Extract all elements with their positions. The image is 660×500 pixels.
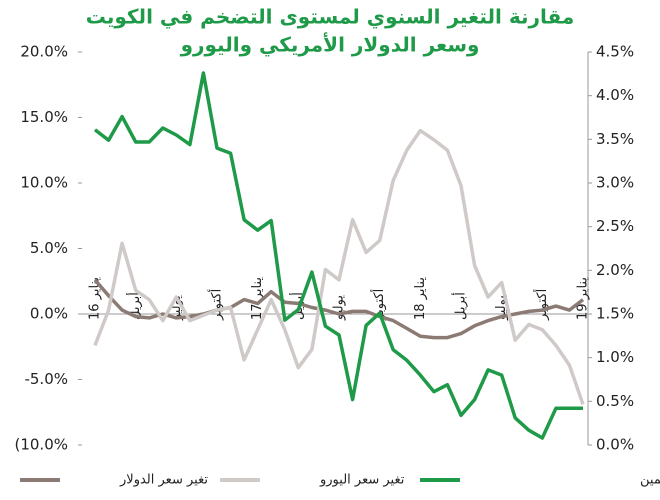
legend-label: مستوى التضخم - يمين bbox=[640, 473, 660, 488]
y2-tick-label: 1.5% bbox=[596, 305, 634, 323]
series-line bbox=[93, 128, 585, 405]
x-tick-label: يوليو bbox=[332, 295, 347, 321]
series-line bbox=[93, 71, 583, 440]
y2-tick-label: 0.0% bbox=[596, 436, 634, 454]
x-tick-label: أكتوبر bbox=[208, 289, 225, 321]
y-tick-label: 0.0% bbox=[30, 305, 68, 323]
legend-label: تغير سعر اليورو bbox=[319, 473, 405, 488]
y-tick-label: 20.0% bbox=[20, 43, 68, 61]
y-tick-label: (10.0% bbox=[14, 436, 68, 454]
y2-tick-label: 2.0% bbox=[596, 261, 634, 279]
x-tick-label: أبريل bbox=[452, 292, 469, 320]
y-tick-label: 10.0% bbox=[20, 174, 68, 192]
x-tick-label: أكتوبر bbox=[533, 289, 550, 321]
legend-label: تغير سعر الدولار bbox=[119, 473, 208, 488]
chart-title: مقارنة التغير السنوي لمستوى التضخم في ال… bbox=[86, 5, 575, 30]
x-tick-label: يناير 16 bbox=[88, 277, 103, 320]
y2-tick-label: 4.5% bbox=[596, 43, 634, 61]
x-tick-label: يناير 19 bbox=[576, 277, 591, 320]
y-tick-label: 15.0% bbox=[20, 108, 68, 126]
y2-tick-label: 3.0% bbox=[596, 174, 634, 192]
y2-tick-label: 3.5% bbox=[596, 130, 634, 148]
series-line bbox=[93, 278, 585, 340]
x-tick-label: يناير 17 bbox=[250, 277, 265, 320]
y-tick-label: 5.0% bbox=[30, 239, 68, 257]
y2-tick-label: 1.0% bbox=[596, 348, 634, 366]
y-tick-label: -5.0% bbox=[24, 370, 68, 388]
chart-title: وسعر الدولار الأمريكي واليورو bbox=[180, 32, 480, 58]
y2-tick-label: 4.0% bbox=[596, 86, 634, 104]
y2-tick-label: 0.5% bbox=[596, 392, 634, 410]
y2-tick-label: 2.5% bbox=[596, 217, 634, 235]
x-tick-label: يناير 18 bbox=[413, 277, 428, 320]
